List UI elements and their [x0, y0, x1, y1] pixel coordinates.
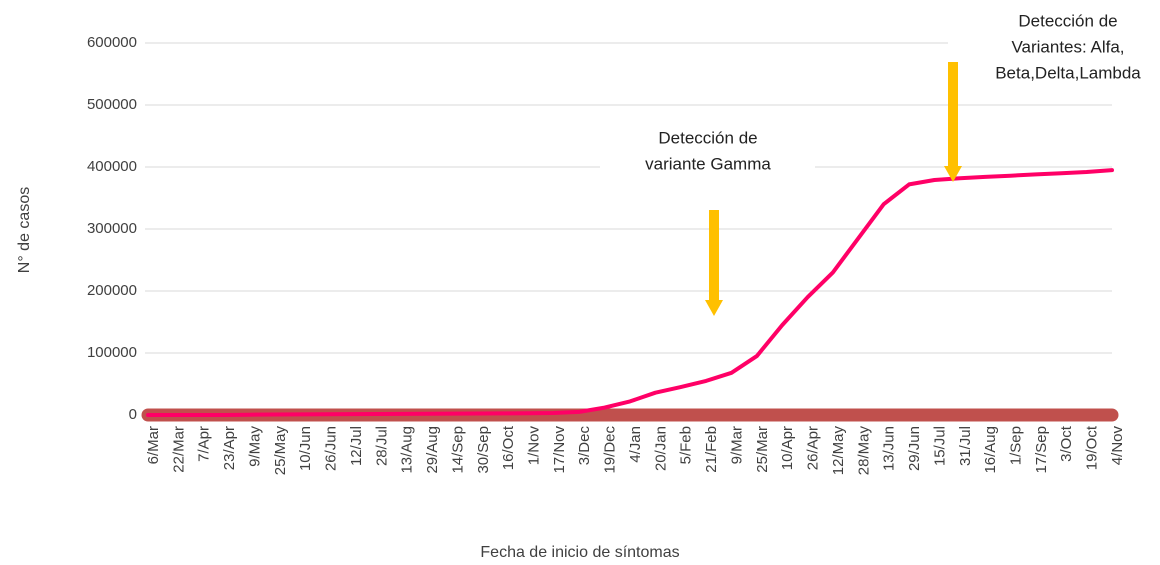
y-tick-label: 0: [129, 406, 137, 423]
x-tick-label: 16/Oct: [500, 425, 517, 470]
y-tick-label: 300000: [87, 220, 137, 237]
x-axis-label: Fecha de inicio de síntomas: [480, 544, 679, 561]
x-tick-label: 1/Nov: [525, 426, 542, 466]
arrow-head: [705, 300, 723, 316]
x-tick-label: 23/Apr: [221, 426, 238, 470]
x-tick-label: 25/May: [272, 426, 289, 476]
x-tick-label: 20/Jan: [652, 426, 669, 471]
y-tick-label: 200000: [87, 282, 137, 299]
x-tick-label: 29/Jun: [906, 426, 923, 471]
y-tick-label: 600000: [87, 34, 137, 51]
x-tick-label: 21/Feb: [703, 426, 720, 473]
x-tick-label: 22/Mar: [170, 426, 187, 473]
x-tick-label: 19/Oct: [1084, 425, 1101, 470]
x-tick-label: 1/Sep: [1007, 426, 1024, 465]
x-tick-label: 12/May: [830, 426, 847, 476]
x-tick-label: 6/Mar: [145, 426, 162, 464]
x-tick-label: 28/May: [855, 426, 872, 476]
x-tick-label: 10/Apr: [779, 426, 796, 470]
y-tick-label: 400000: [87, 158, 137, 175]
x-tick-label: 26/Jun: [323, 426, 340, 471]
x-tick-label: 13/Aug: [399, 426, 416, 474]
x-tick-label: 14/Sep: [449, 426, 466, 474]
annotation-text: variante Gamma: [645, 154, 771, 173]
x-tick-label: 16/Aug: [982, 426, 999, 474]
annotation-text: Detección de: [1018, 11, 1117, 30]
x-tick-label: 19/Dec: [602, 426, 619, 474]
x-tick-label: 10/Jun: [297, 426, 314, 471]
x-tick-label: 25/Mar: [754, 426, 771, 473]
annotation-text: Beta,Delta,Lambda: [995, 63, 1141, 82]
arrow-shaft: [948, 62, 958, 168]
x-tick-label: 12/Jul: [348, 426, 365, 466]
arrow-shaft: [709, 210, 719, 302]
x-tick-label: 17/Sep: [1033, 426, 1050, 474]
x-tick-label: 26/Apr: [805, 426, 822, 470]
annotation-bg: [600, 122, 815, 184]
x-tick-label: 15/Jul: [931, 426, 948, 466]
y-axis-label: N° de casos: [16, 187, 33, 273]
x-tick-label: 28/Jul: [373, 426, 390, 466]
x-tick-label: 29/Aug: [424, 426, 441, 474]
y-tick-label: 500000: [87, 96, 137, 113]
x-tick-label: 3/Dec: [576, 426, 593, 466]
x-tick-label: 4/Jan: [627, 426, 644, 463]
x-tick-label: 31/Jul: [957, 426, 974, 466]
annotation-bg: [948, 5, 1160, 100]
x-tick-label: 4/Nov: [1109, 426, 1126, 466]
x-tick-label: 7/Apr: [196, 426, 213, 462]
series-line: [146, 168, 1114, 417]
x-tick-label: 9/Mar: [728, 426, 745, 464]
x-tick-label: 5/Feb: [678, 426, 695, 464]
annotation-text: Variantes: Alfa,: [1011, 37, 1124, 56]
x-tick-label: 13/Jun: [881, 426, 898, 471]
annotation-text: Detección de: [658, 128, 757, 147]
y-tick-label: 100000: [87, 344, 137, 361]
x-tick-label: 17/Nov: [551, 426, 568, 474]
x-tick-label: 9/May: [246, 426, 263, 467]
x-tick-label: 3/Oct: [1058, 425, 1075, 462]
x-tick-label: 30/Sep: [475, 426, 492, 474]
arrow-head: [944, 166, 962, 182]
